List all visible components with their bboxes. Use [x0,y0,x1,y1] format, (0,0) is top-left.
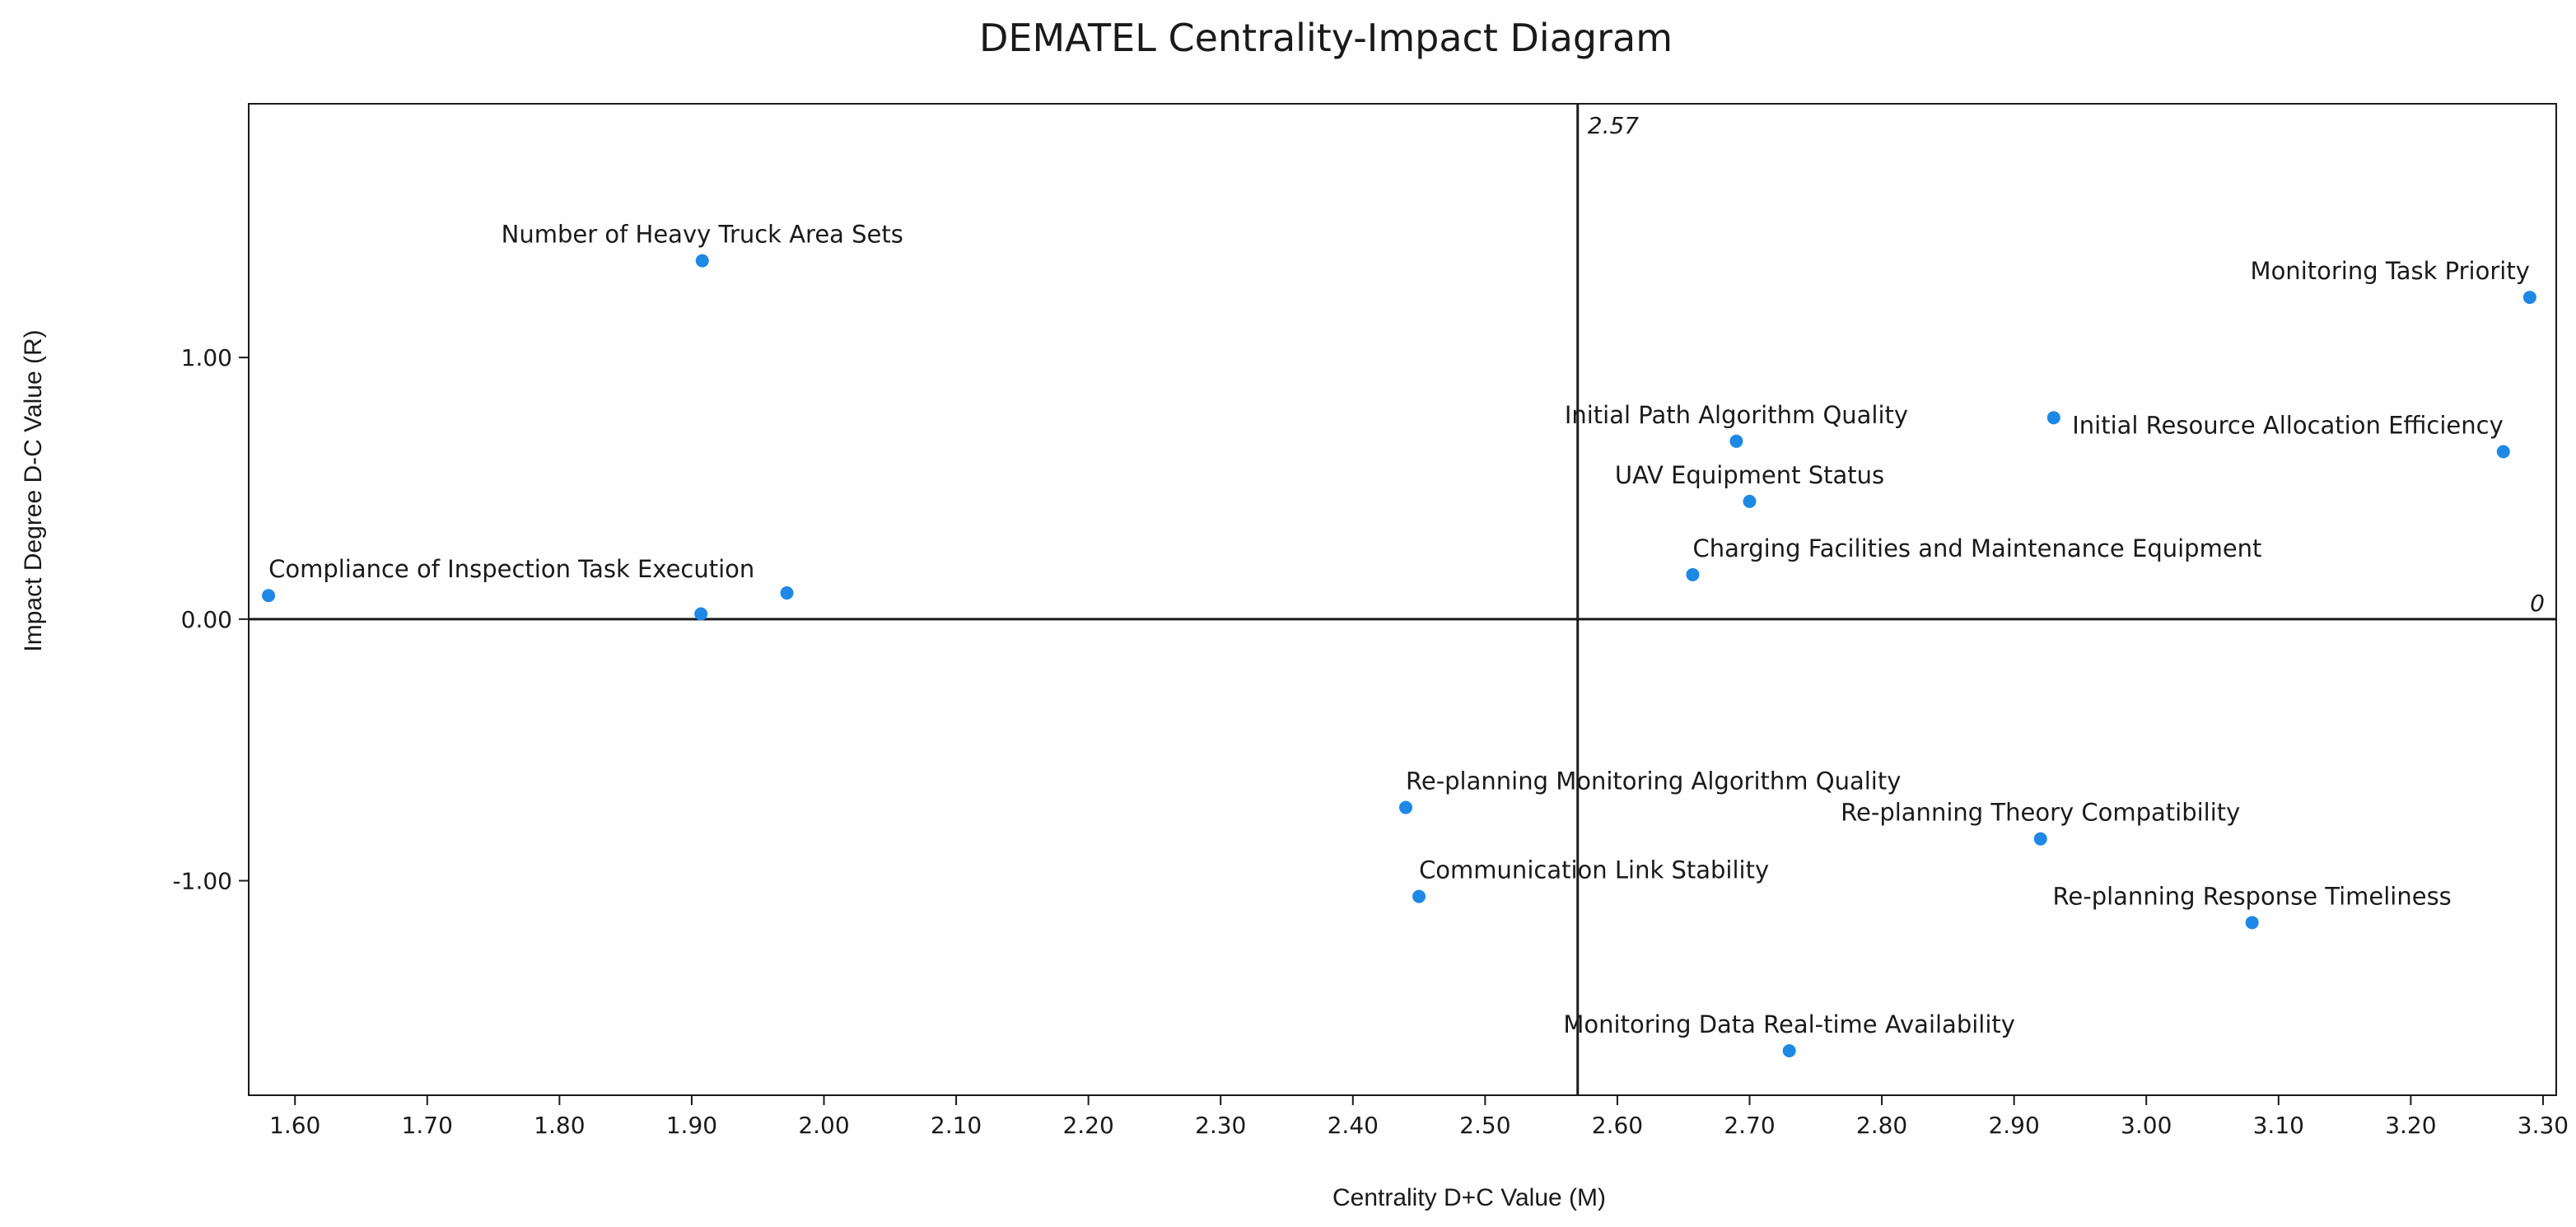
data-point [1399,800,1413,814]
data-point-label: Initial Resource Allocation Efficiency [2072,412,2504,440]
reference-line-horizontal-label: 0 [2530,590,2545,617]
y-axis-ticks: 1.00 0.00 -1.00 [173,344,249,895]
reference-line-vertical-label: 2.57 [1588,112,1640,139]
scatter-points: Number of Heavy Truck Area Sets Monitorin… [262,221,2536,1057]
data-point [2522,291,2536,305]
x-tick-label: 2.40 [1328,1112,1379,1139]
x-tick-label: 1.60 [269,1112,320,1139]
x-tick-label: 1.80 [534,1112,585,1139]
x-tick-label: 2.60 [1592,1112,1643,1139]
x-tick-label: 2.80 [1856,1112,1907,1139]
data-point [780,586,794,600]
y-tick-label: 0.00 [181,606,232,633]
x-axis-ticks: 1.60 1.70 1.80 1.90 2.00 2.10 2.20 2.30 2.40 2.50… [269,1095,2569,1139]
data-point [2033,832,2047,846]
x-tick-label: 2.30 [1195,1112,1246,1139]
data-point-label: Re-planning Response Timeliness [2053,882,2452,910]
x-axis-label: Centrality D+C Value (M) [1332,1184,1606,1211]
data-point-label: UAV Equipment Status [1615,461,1884,489]
x-tick-label: 3.20 [2385,1112,2436,1139]
data-point-label: Monitoring Task Priority [2251,257,2530,285]
data-point-label: Communication Link Stability [1419,856,1769,884]
data-point [694,607,708,621]
data-point-label: Initial Path Algorithm Quality [1565,401,1908,429]
x-tick-label: 3.00 [2121,1112,2172,1139]
x-tick-label: 2.10 [931,1112,982,1139]
chart-title: DEMATEL Centrality-Impact Diagram [979,16,1673,60]
data-point [1686,567,1700,581]
x-tick-label: 2.90 [1988,1112,2039,1139]
data-point-label: Charging Facilities and Maintenance Equi… [1692,534,2261,562]
x-tick-label: 3.10 [2253,1112,2304,1139]
data-point-label: Compliance of Inspection Task Execution [268,555,754,583]
x-tick-label: 3.30 [2518,1112,2569,1139]
data-point [1743,494,1757,508]
data-point [1782,1043,1796,1057]
data-point-label: Monitoring Data Real-time Availability [1563,1010,2015,1038]
x-tick-label: 2.50 [1459,1112,1510,1139]
x-tick-label: 2.20 [1062,1112,1113,1139]
y-tick-label: 1.00 [181,344,232,371]
y-axis-label: Impact Degree D-C Value (R) [20,329,47,651]
x-tick-label: 1.70 [402,1112,453,1139]
x-tick-label: 2.70 [1724,1112,1775,1139]
data-point [1412,889,1426,903]
data-point-label: Number of Heavy Truck Area Sets [502,221,903,249]
data-point [2245,916,2259,930]
x-tick-label: 2.00 [798,1112,849,1139]
data-point [262,589,276,603]
x-tick-label: 1.90 [666,1112,717,1139]
data-point [695,254,709,268]
data-point [2046,411,2060,425]
data-point-label: Re-planning Theory Compatibility [1841,799,2240,827]
data-point-label: Re-planning Monitoring Algorithm Quality [1406,767,1901,795]
data-point [2496,445,2510,459]
y-tick-label: -1.00 [173,868,232,895]
plot-frame [248,103,2557,1096]
data-point [1729,434,1743,448]
